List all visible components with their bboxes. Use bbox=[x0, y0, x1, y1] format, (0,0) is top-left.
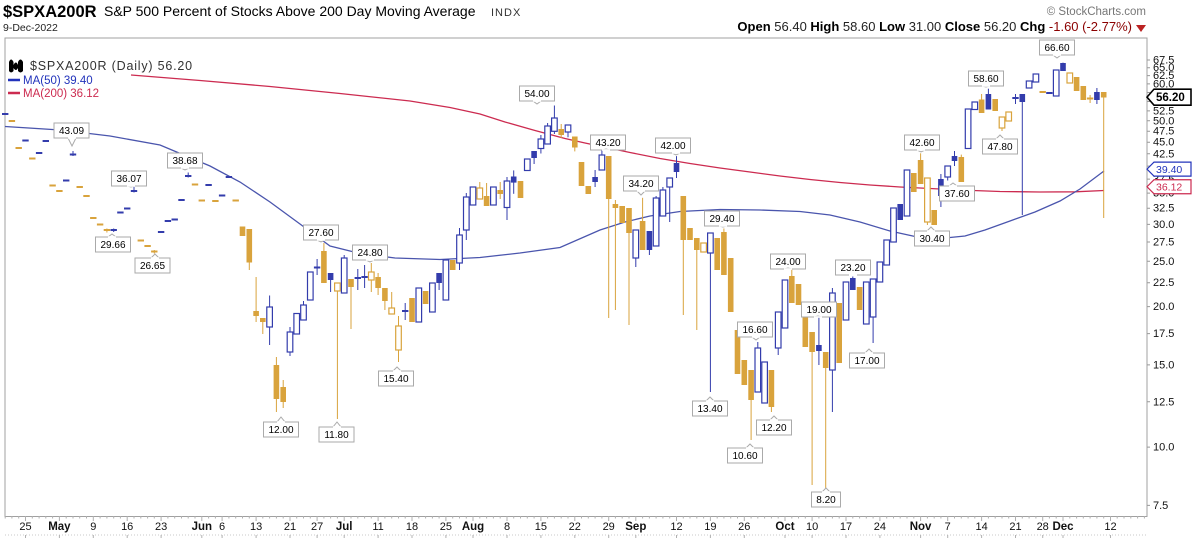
svg-text:25: 25 bbox=[19, 521, 31, 533]
svg-text:26: 26 bbox=[738, 521, 750, 533]
svg-text:43.20: 43.20 bbox=[595, 138, 620, 149]
svg-text:67.5: 67.5 bbox=[1153, 55, 1174, 67]
svg-text:47.80: 47.80 bbox=[987, 142, 1012, 153]
svg-text:Nov: Nov bbox=[910, 521, 932, 533]
svg-text:47.5: 47.5 bbox=[1153, 126, 1174, 138]
svg-text:42.60: 42.60 bbox=[909, 138, 934, 149]
svg-text:21: 21 bbox=[284, 521, 296, 533]
svg-text:12.20: 12.20 bbox=[761, 423, 786, 434]
svg-text:36.07: 36.07 bbox=[116, 174, 141, 185]
svg-text:23.20: 23.20 bbox=[840, 263, 865, 274]
svg-text:37.60: 37.60 bbox=[944, 189, 969, 200]
svg-text:6: 6 bbox=[219, 521, 225, 533]
svg-text:50.0: 50.0 bbox=[1153, 115, 1174, 127]
svg-text:19.00: 19.00 bbox=[806, 305, 831, 316]
svg-text:21: 21 bbox=[1009, 521, 1021, 533]
svg-text:25.0: 25.0 bbox=[1153, 256, 1174, 268]
svg-text:9: 9 bbox=[90, 521, 96, 533]
svg-text:54.00: 54.00 bbox=[524, 89, 549, 100]
svg-text:62.5: 62.5 bbox=[1153, 70, 1174, 82]
svg-text:10.0: 10.0 bbox=[1153, 442, 1174, 454]
svg-text:24.80: 24.80 bbox=[357, 248, 382, 259]
svg-text:16: 16 bbox=[121, 521, 133, 533]
svg-text:11.80: 11.80 bbox=[324, 430, 349, 441]
svg-text:27: 27 bbox=[311, 521, 323, 533]
svg-text:Oct: Oct bbox=[775, 521, 794, 533]
svg-text:7.5: 7.5 bbox=[1153, 500, 1168, 512]
svg-text:17.00: 17.00 bbox=[854, 356, 879, 367]
svg-text:58.60: 58.60 bbox=[973, 74, 998, 85]
svg-text:25: 25 bbox=[440, 521, 452, 533]
svg-text:12.00: 12.00 bbox=[268, 425, 293, 436]
svg-text:30.40: 30.40 bbox=[919, 234, 944, 245]
svg-text:12: 12 bbox=[1104, 521, 1116, 533]
svg-text:15.40: 15.40 bbox=[383, 374, 408, 385]
svg-text:S&P 500 Percent of Stocks Abov: S&P 500 Percent of Stocks Above 200 Day … bbox=[104, 3, 476, 19]
svg-text:27.60: 27.60 bbox=[308, 228, 333, 239]
svg-text:29.66: 29.66 bbox=[100, 240, 125, 251]
svg-text:15.0: 15.0 bbox=[1153, 359, 1174, 371]
svg-text:11: 11 bbox=[372, 521, 383, 533]
svg-text:20.0: 20.0 bbox=[1153, 301, 1174, 313]
svg-text:7: 7 bbox=[945, 521, 951, 533]
svg-text:17.5: 17.5 bbox=[1153, 328, 1174, 340]
svg-text:12: 12 bbox=[670, 521, 682, 533]
svg-text:24: 24 bbox=[874, 521, 886, 533]
svg-text:Jun: Jun bbox=[192, 521, 212, 533]
svg-text:52.5: 52.5 bbox=[1153, 105, 1174, 117]
svg-text:38.68: 38.68 bbox=[172, 156, 197, 167]
svg-text:19: 19 bbox=[704, 521, 716, 533]
svg-text:24.00: 24.00 bbox=[775, 257, 800, 268]
svg-text:12.5: 12.5 bbox=[1153, 396, 1174, 408]
svg-text:22.5: 22.5 bbox=[1153, 277, 1174, 289]
svg-text:66.60: 66.60 bbox=[1044, 43, 1069, 54]
svg-text:9-Dec-2022: 9-Dec-2022 bbox=[3, 22, 58, 34]
svg-text:8: 8 bbox=[504, 521, 510, 533]
svg-text:18: 18 bbox=[406, 521, 418, 533]
svg-text:14: 14 bbox=[975, 521, 987, 533]
svg-text:42.5: 42.5 bbox=[1153, 148, 1174, 160]
svg-text:Dec: Dec bbox=[1052, 521, 1074, 533]
svg-text:43.09: 43.09 bbox=[59, 126, 84, 137]
svg-text:34.20: 34.20 bbox=[628, 179, 653, 190]
svg-text:23: 23 bbox=[155, 521, 167, 533]
svg-text:65.0: 65.0 bbox=[1153, 62, 1174, 74]
svg-text:Sep: Sep bbox=[625, 521, 646, 533]
svg-text:60.0: 60.0 bbox=[1153, 78, 1174, 90]
svg-text:INDX: INDX bbox=[491, 7, 521, 19]
svg-text:15: 15 bbox=[535, 521, 547, 533]
svg-text:39.40: 39.40 bbox=[1156, 164, 1182, 176]
svg-text:28: 28 bbox=[1037, 521, 1049, 533]
svg-text:$SPXA200R (Daily) 56.20: $SPXA200R (Daily) 56.20 bbox=[30, 59, 193, 73]
svg-text:32.5: 32.5 bbox=[1153, 203, 1174, 215]
svg-text:29: 29 bbox=[603, 521, 615, 533]
svg-text:45.0: 45.0 bbox=[1153, 137, 1174, 149]
svg-text:Open 56.40 High 58.60 Low 31.0: Open 56.40 High 58.60 Low 31.00 Close 56… bbox=[737, 19, 1132, 34]
svg-text:© StockCharts.com: © StockCharts.com bbox=[1047, 6, 1146, 18]
svg-text:May: May bbox=[48, 521, 71, 533]
svg-text:36.12: 36.12 bbox=[1156, 182, 1182, 194]
svg-text:8.20: 8.20 bbox=[816, 495, 836, 506]
svg-text:10.60: 10.60 bbox=[732, 451, 757, 462]
svg-text:17: 17 bbox=[840, 521, 852, 533]
svg-text:29.40: 29.40 bbox=[709, 214, 734, 225]
svg-text:22: 22 bbox=[569, 521, 581, 533]
svg-text:56.20: 56.20 bbox=[1156, 92, 1185, 104]
svg-text:Aug: Aug bbox=[462, 521, 484, 533]
svg-text:13.40: 13.40 bbox=[697, 404, 722, 415]
svg-text:MA(50) 39.40: MA(50) 39.40 bbox=[23, 75, 93, 87]
svg-text:$SPXA200R: $SPXA200R bbox=[3, 3, 97, 21]
svg-text:26.65: 26.65 bbox=[140, 261, 165, 272]
svg-text:30.0: 30.0 bbox=[1153, 219, 1174, 231]
svg-text:42.00: 42.00 bbox=[660, 141, 685, 152]
svg-text:10: 10 bbox=[806, 521, 818, 533]
svg-text:Jul: Jul bbox=[336, 521, 353, 533]
svg-text:MA(200) 36.12: MA(200) 36.12 bbox=[23, 88, 99, 100]
svg-text:27.5: 27.5 bbox=[1153, 237, 1174, 249]
svg-text:13: 13 bbox=[250, 521, 262, 533]
svg-text:16.60: 16.60 bbox=[742, 325, 767, 336]
